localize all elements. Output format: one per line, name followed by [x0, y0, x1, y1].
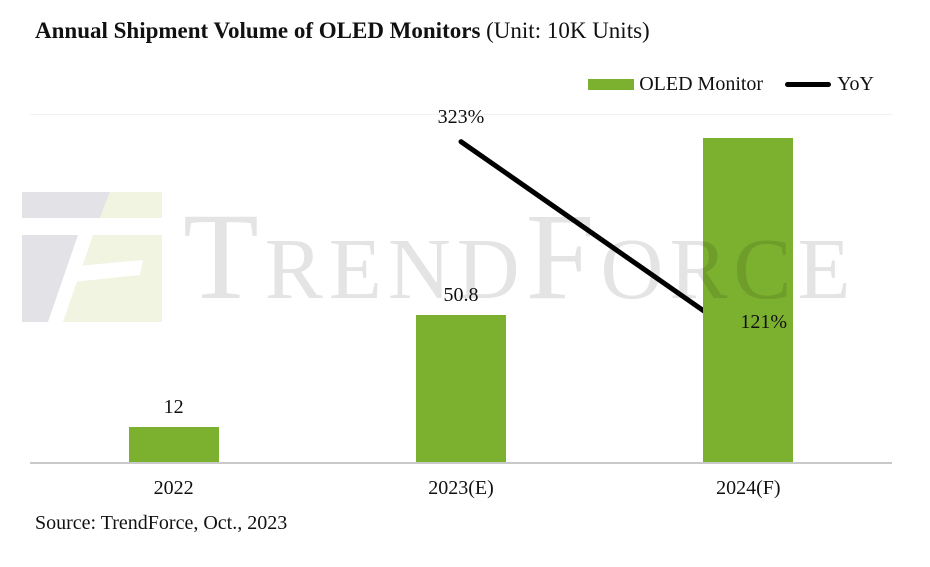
legend: OLED Monitor YoY: [588, 72, 874, 96]
legend-bar-swatch-icon: [588, 78, 635, 90]
source-note: Source: TrendForce, Oct., 2023: [35, 512, 288, 534]
yoy-line: [458, 139, 751, 345]
x-axis-labels: 2022 2023(E) 2024(F): [30, 476, 892, 500]
legend-label-yoy: YoY: [837, 73, 874, 95]
gridline: [30, 114, 892, 115]
legend-label-oled-monitor: OLED Monitor: [639, 73, 764, 95]
bar-value-label: 50.8: [443, 283, 479, 306]
chart-title: Annual Shipment Volume of OLED Monitors …: [35, 18, 650, 44]
chart-title-main: Annual Shipment Volume of OLED Monitors: [35, 18, 481, 43]
legend-line-swatch-icon: [785, 81, 832, 87]
plot-area: 12 50.8 323% 121%: [30, 100, 892, 464]
bar-2022: [128, 427, 219, 462]
chart-title-unit: (Unit: 10K Units): [480, 18, 650, 43]
yoy-value-label: 121%: [740, 310, 787, 333]
bar-slot: [605, 100, 892, 462]
x-axis-label: 2022: [153, 477, 194, 499]
bar-slot: 12: [30, 100, 317, 462]
x-axis-label: 2024(F): [716, 477, 781, 499]
bar-value-label: 12: [163, 396, 184, 419]
x-axis-label: 2023(E): [428, 477, 494, 499]
bar-2024(F): [703, 137, 794, 462]
yoy-value-label: 323%: [437, 105, 485, 128]
bar-slot: 50.8: [317, 100, 604, 462]
bar-2023(E): [415, 314, 506, 462]
